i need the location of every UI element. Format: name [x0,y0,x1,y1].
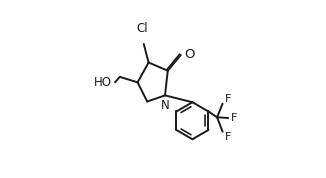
Text: F: F [225,94,231,104]
Text: N: N [161,99,170,112]
Text: F: F [230,113,237,123]
Text: Cl: Cl [137,22,148,35]
Text: F: F [225,132,231,142]
Text: O: O [184,48,194,61]
Text: HO: HO [94,76,111,89]
